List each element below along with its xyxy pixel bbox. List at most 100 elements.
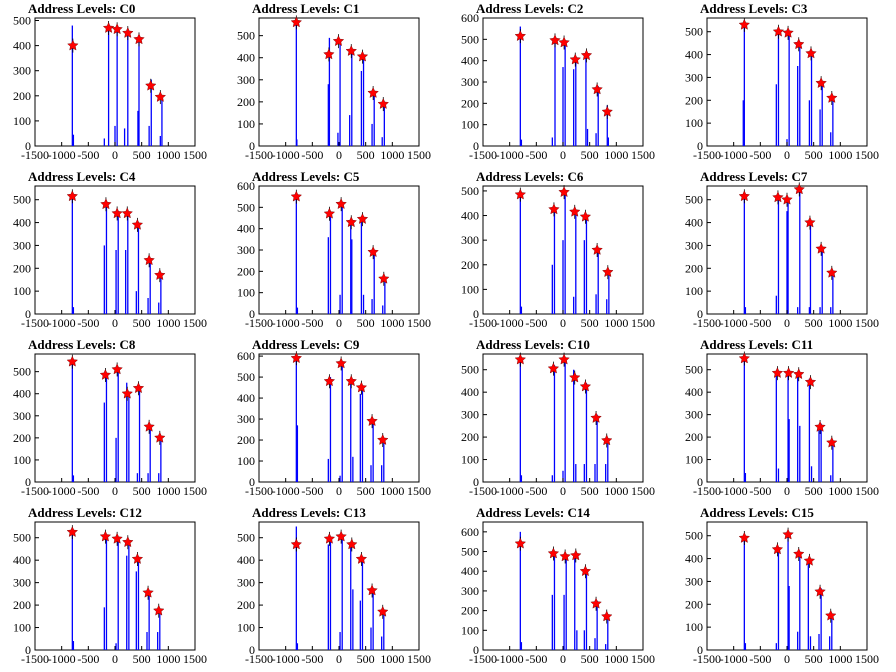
peak-marker (66, 526, 79, 537)
peak-marker (143, 420, 155, 432)
x-tick-label: 0 (112, 484, 118, 498)
chart-title: Address Levels: C4 (28, 169, 136, 184)
peak-marker (514, 30, 527, 41)
peak-marker (332, 35, 345, 47)
peak-marker (122, 27, 134, 38)
chart-title: Address Levels: C12 (28, 505, 142, 520)
x-tick-label: 1000 (828, 484, 852, 498)
chart-title: Address Levels: C15 (700, 505, 814, 520)
x-tick-label: 1500 (183, 484, 207, 498)
x-tick-label: -1500 (469, 316, 497, 330)
y-tick-label: 500 (685, 529, 703, 543)
y-tick-label: 500 (685, 363, 703, 377)
peak-marker (122, 536, 134, 548)
chart-panel-5: Address Levels: C5 0 100 200 300 400 500 600 -15… (224, 168, 448, 336)
peak-marker (66, 190, 79, 202)
peak-marker (154, 91, 167, 102)
x-tick-label: 0 (784, 484, 790, 498)
x-tick-label: 500 (581, 316, 599, 330)
x-tick-label: -500 (749, 148, 771, 162)
y-tick-label: 300 (13, 64, 31, 78)
y-tick-label: 300 (13, 238, 31, 252)
x-tick-label: 1500 (407, 148, 431, 162)
peak-marker (738, 352, 751, 364)
x-tick-label: 0 (560, 316, 566, 330)
x-tick-label: -1000 (272, 316, 300, 330)
y-tick-label: 500 (237, 531, 255, 545)
peak-marker (579, 380, 592, 392)
chart-svg-2: Address Levels: C2 0 100 200 300 400 500 600 -15… (461, 1, 655, 162)
y-tick-label: 200 (13, 598, 31, 612)
peak-marker (601, 610, 613, 622)
x-tick-label: 500 (357, 484, 375, 498)
chart-panel-7: Address Levels: C7 0 100 200 300 400 500 -1500-… (672, 168, 896, 336)
x-tick-label: 500 (805, 652, 823, 666)
y-tick-label: 400 (237, 51, 255, 65)
y-tick-label: 200 (461, 430, 479, 444)
y-tick-label: 100 (685, 284, 703, 298)
x-tick-label: 1000 (604, 652, 628, 666)
y-tick-label: 100 (461, 282, 479, 296)
chart-title: Address Levels: C6 (476, 169, 584, 184)
y-tick-label: 200 (237, 95, 255, 109)
chart-svg-3: Address Levels: C30100200300400500-1500-… (685, 1, 879, 162)
x-tick-label: -1500 (469, 484, 497, 498)
y-tick-label: 300 (461, 408, 479, 422)
y-tick-label: 500 (237, 370, 255, 384)
y-tick-label: 0 (249, 307, 255, 321)
peak-marker (323, 207, 336, 219)
x-tick-label: 0 (784, 148, 790, 162)
chart-panel-12: Address Levels: C12 0 100 200 300 400 500 -1500… (0, 504, 224, 672)
chart-panel-15: Address Levels: C15 0 100 200 300 400 500 -1500… (672, 504, 896, 672)
chart-svg-0: Address Levels: C00100200300400500-1500-… (13, 1, 207, 162)
y-tick-label: 100 (685, 453, 703, 467)
x-tick-label: -500 (301, 148, 323, 162)
x-tick-label: 1500 (407, 316, 431, 330)
y-tick-label: 100 (13, 284, 31, 298)
plot-frame (258, 353, 420, 483)
peak-marker (814, 420, 826, 432)
peak-marker (99, 368, 112, 380)
y-tick-label: 0 (25, 139, 31, 153)
peak-marker (290, 352, 303, 364)
peak-marker (142, 586, 154, 598)
x-tick-label: 1000 (604, 484, 628, 498)
y-tick-label: 100 (461, 118, 479, 132)
peak-marker (345, 375, 357, 387)
peak-marker (121, 207, 133, 219)
x-tick-label: 1000 (380, 652, 404, 666)
y-tick-label: 100 (13, 114, 31, 128)
y-tick-label: 500 (685, 193, 703, 207)
x-tick-label: 500 (805, 316, 823, 330)
x-tick-label: -500 (301, 484, 323, 498)
peak-marker (558, 36, 570, 48)
peak-marker (804, 216, 816, 228)
peak-marker (804, 376, 817, 387)
peak-marker (111, 207, 123, 219)
x-tick-label: 1500 (855, 148, 879, 162)
y-tick-label: 200 (461, 96, 479, 110)
x-tick-label: -1500 (21, 316, 49, 330)
x-tick-label: -1500 (21, 652, 49, 666)
x-tick-label: 0 (336, 148, 342, 162)
x-tick-label: -1000 (496, 148, 524, 162)
y-tick-label: 0 (473, 307, 479, 321)
chart-panel-8: Address Levels: C8 0 100 200 300 400 500 -1500-… (0, 336, 224, 504)
y-tick-label: 400 (685, 48, 703, 62)
y-tick-label: 300 (461, 75, 479, 89)
chart-title: Address Levels: C0 (28, 1, 135, 16)
peak-marker (145, 79, 157, 91)
x-tick-label: -1000 (720, 484, 748, 498)
plot-frame (706, 17, 868, 147)
x-tick-label: -1000 (496, 316, 524, 330)
peak-marker (154, 269, 166, 280)
peak-marker (782, 26, 794, 38)
peak-marker (335, 357, 347, 369)
y-tick-label: 400 (237, 391, 255, 405)
y-tick-label: 0 (249, 643, 255, 657)
peak-marker (826, 266, 838, 278)
x-tick-label: 1000 (380, 484, 404, 498)
peak-marker (579, 210, 592, 222)
x-tick-label: 1500 (631, 652, 655, 666)
chart-title: Address Levels: C14 (476, 505, 590, 520)
